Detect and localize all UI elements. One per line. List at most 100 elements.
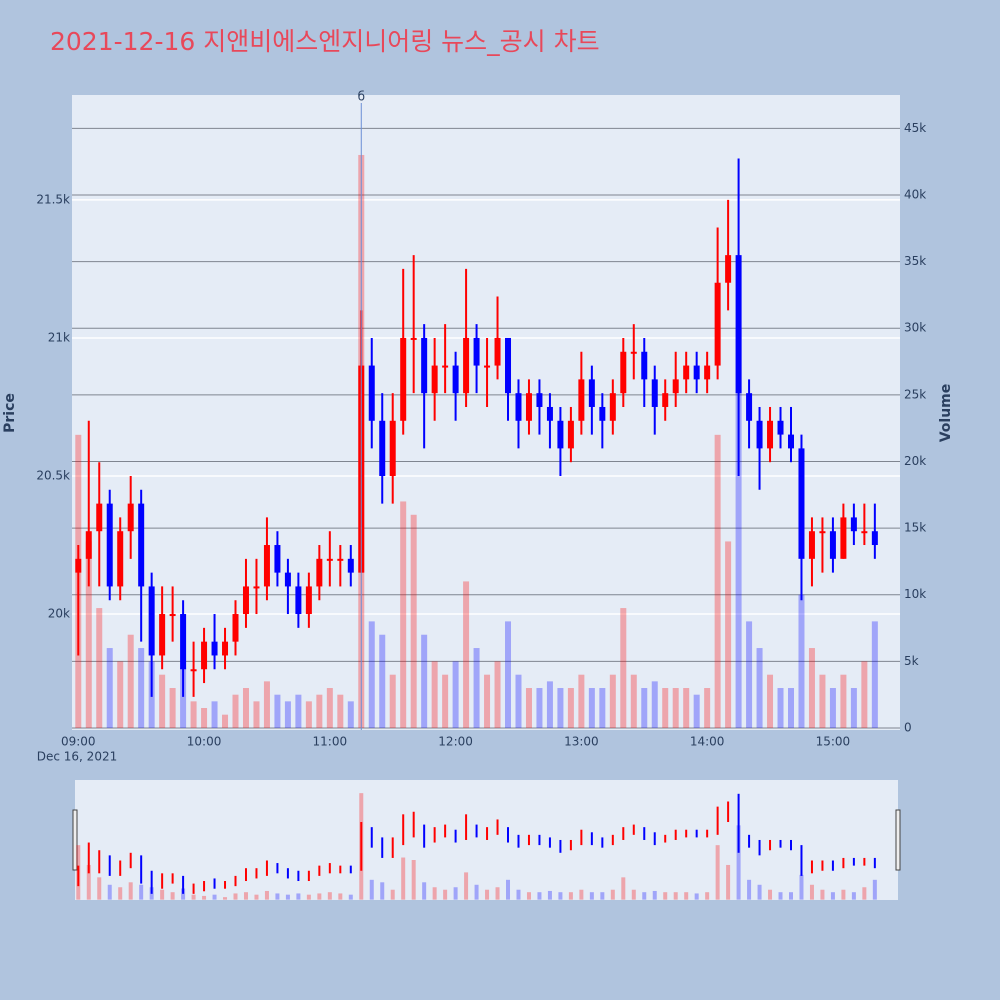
y-tick-label: 21.5k	[36, 192, 70, 206]
volume-bar	[484, 674, 491, 729]
mini-volume-bar	[485, 889, 490, 900]
candle-body	[735, 255, 742, 394]
mini-volume-bar	[191, 894, 196, 900]
mini-volume-bar	[264, 890, 269, 900]
candle-body	[242, 586, 249, 615]
candle-body	[871, 531, 878, 546]
volume-bar	[452, 661, 459, 729]
volume-bar	[316, 694, 323, 729]
x-tick-label: 12:00	[438, 735, 473, 749]
volume-bar	[546, 681, 553, 729]
mini-volume-bar	[464, 872, 469, 900]
candle-body	[274, 545, 281, 573]
candle-body	[484, 365, 491, 368]
candle-body	[159, 614, 166, 656]
volume-bar	[808, 648, 815, 729]
mini-volume-bar	[369, 879, 374, 900]
candle-body	[620, 351, 627, 394]
volume-bar	[588, 688, 595, 729]
range-handle[interactable]	[72, 809, 78, 871]
y-tick-label: 21k	[48, 330, 70, 344]
mini-volume-bar	[631, 889, 636, 900]
mini-volume-bar	[726, 864, 731, 900]
mini-volume-bar	[526, 892, 531, 900]
mini-volume-bar	[579, 889, 584, 900]
y-tick-label: 20.5k	[36, 469, 70, 483]
mini-volume-bar	[715, 845, 720, 900]
y2-tick-label: 0	[904, 721, 912, 735]
candle-body	[452, 365, 459, 394]
candle-body	[756, 420, 763, 449]
y-axis-title: Price	[2, 393, 18, 433]
chart-title: 2021-12-16 지앤비에스엔지니어링 뉴스_공시 차트	[50, 27, 600, 56]
candle-body	[316, 558, 323, 587]
mini-volume-bar	[757, 884, 762, 900]
mini-volume-bar	[170, 892, 175, 900]
mini-volume-bar	[799, 874, 804, 900]
mini-volume-bar	[694, 893, 699, 900]
volume-bar	[117, 661, 124, 729]
mini-volume-bar	[474, 884, 479, 900]
x-tick-label: 09:00	[61, 735, 96, 749]
candle-body	[201, 641, 208, 670]
volume-bar	[599, 688, 606, 729]
volume-bar	[463, 581, 470, 729]
volume-bar	[169, 688, 176, 729]
volume-bar	[410, 514, 417, 729]
volume-bar	[253, 701, 260, 729]
mini-volume-bar	[422, 882, 427, 900]
volume-bar	[431, 661, 438, 729]
mini-volume-bar	[275, 893, 280, 900]
candle-body	[347, 558, 354, 573]
candle-body	[337, 558, 344, 561]
volume-bar	[421, 634, 428, 729]
volume-bar	[284, 701, 291, 729]
volume-bar	[536, 688, 543, 729]
volume-bar	[263, 681, 270, 729]
mini-volume-bar	[202, 895, 207, 900]
mini-volume-bar	[537, 892, 542, 900]
mini-volume-bar	[306, 894, 311, 900]
volume-bar	[96, 608, 103, 729]
mini-volume-bar	[684, 892, 689, 900]
volume-bar	[222, 714, 229, 729]
volume-bar	[274, 694, 281, 729]
y2-tick-label: 35k	[904, 254, 926, 268]
mini-volume-bar	[254, 894, 259, 900]
mini-volume-bar	[652, 890, 657, 900]
mini-volume-bar	[830, 892, 835, 900]
mini-volume-bar	[118, 887, 123, 900]
volume-bar	[704, 688, 711, 729]
candle-body	[798, 448, 805, 559]
volume-bar	[725, 541, 732, 729]
volume-bar	[473, 648, 480, 729]
y2-tick-label: 20k	[904, 454, 926, 468]
candle-body	[117, 531, 124, 587]
volume-bar	[505, 621, 512, 729]
x-tick-label: 14:00	[690, 735, 725, 749]
candle-body	[169, 614, 176, 617]
candle-body	[253, 586, 260, 589]
candle-body	[588, 379, 595, 407]
range-handle[interactable]	[895, 809, 901, 871]
candle-body	[651, 379, 658, 407]
y2-axis-title: Volume	[938, 384, 954, 443]
candle-body	[704, 365, 711, 380]
mini-volume-bar	[736, 825, 741, 900]
mini-volume-bar	[600, 892, 605, 900]
volume-bar	[787, 688, 794, 729]
volume-bar	[190, 701, 197, 729]
range-slider[interactable]	[75, 780, 898, 900]
volume-bar	[242, 688, 249, 729]
volume-bar	[609, 674, 616, 729]
volume-bar	[630, 674, 637, 729]
candle-body	[767, 420, 774, 449]
y2-tick-label: 45k	[904, 121, 926, 135]
volume-bar	[201, 708, 208, 729]
candle-body	[431, 365, 438, 394]
candle-body	[463, 337, 470, 394]
y2-tick-label: 15k	[904, 521, 926, 535]
mini-volume-bar	[747, 879, 752, 900]
candle-body	[180, 614, 187, 670]
candle-body	[284, 572, 291, 587]
